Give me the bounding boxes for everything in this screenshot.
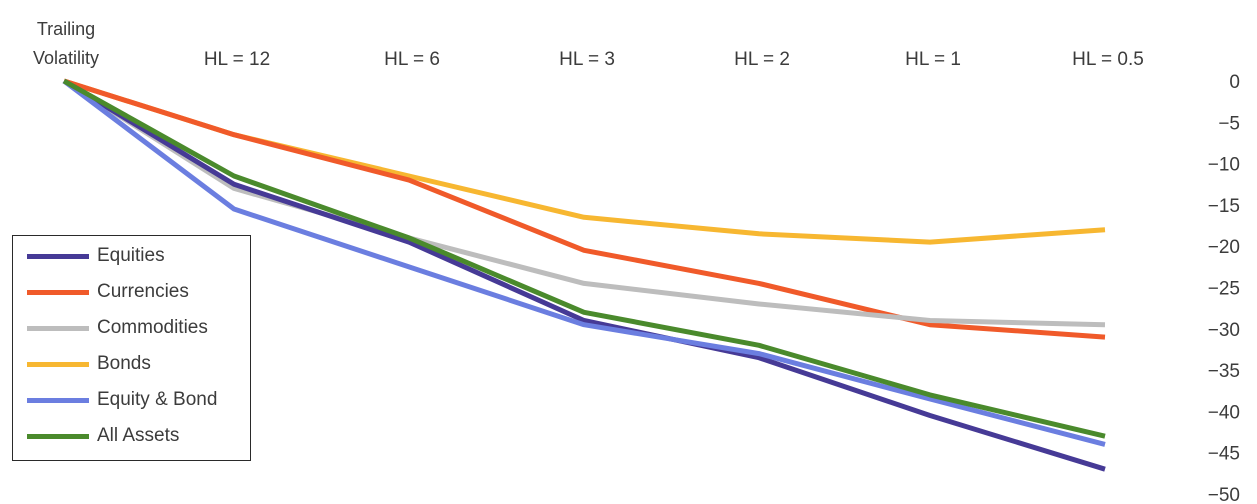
legend-swatch-currencies (27, 289, 89, 295)
legend-item-currencies: Currencies (27, 278, 189, 306)
x-tick-label: HL = 1 (905, 49, 961, 70)
x-tick-label: HL = 2 (734, 49, 790, 70)
corner-label-line-1: Trailing (37, 19, 95, 39)
y-tick-label: −15 (1208, 196, 1240, 217)
series-line-equities (62, 78, 1106, 472)
legend-swatch-equities (27, 253, 89, 259)
series-line-currencies (63, 78, 1106, 340)
legend-item-bonds: Bonds (27, 350, 151, 378)
legend-swatch-bonds (27, 361, 89, 367)
y-tick-label: −5 (1218, 113, 1240, 134)
legend-swatch-equity-bond (27, 397, 89, 403)
legend-swatch-commodities (27, 325, 89, 331)
legend-label-equity-bond: Equity & Bond (97, 389, 218, 410)
y-tick-label: −30 (1208, 320, 1240, 341)
y-tick-label: −20 (1208, 237, 1240, 258)
y-tick-label: −45 (1208, 444, 1240, 465)
series-line-all-assets (62, 78, 1106, 439)
y-tick-label: −35 (1208, 361, 1240, 382)
series-line-equity-bond (62, 79, 1106, 447)
series-line-commodities (62, 78, 1106, 328)
legend-item-equity-bond: Equity & Bond (27, 386, 217, 414)
x-tick-label: HL = 0.5 (1072, 49, 1144, 70)
legend-label-commodities: Commodities (97, 317, 208, 338)
legend-item-equities: Equities (27, 242, 165, 270)
corner-label-line-2: Volatility (33, 48, 99, 68)
x-tick-label: HL = 3 (559, 49, 615, 70)
legend-label-equities: Equities (97, 245, 165, 266)
legend: Equities Currencies Commodities Bonds Eq… (12, 235, 251, 461)
legend-swatch-all-assets (27, 433, 89, 439)
legend-label-all-assets: All Assets (97, 425, 180, 446)
x-tick-label: HL = 6 (384, 49, 440, 70)
legend-label-bonds: Bonds (97, 353, 151, 374)
y-tick-label: 0 (1229, 72, 1240, 93)
legend-label-currencies: Currencies (97, 281, 189, 302)
y-tick-label: −10 (1208, 155, 1240, 176)
y-tick-label: −25 (1208, 279, 1240, 300)
x-tick-label: HL = 12 (204, 49, 270, 70)
y-tick-label: −40 (1208, 402, 1240, 423)
legend-item-commodities: Commodities (27, 314, 208, 342)
legend-item-all-assets: All Assets (27, 422, 179, 450)
y-tick-label: −50 (1208, 485, 1240, 504)
series-line-bonds (63, 78, 1106, 245)
